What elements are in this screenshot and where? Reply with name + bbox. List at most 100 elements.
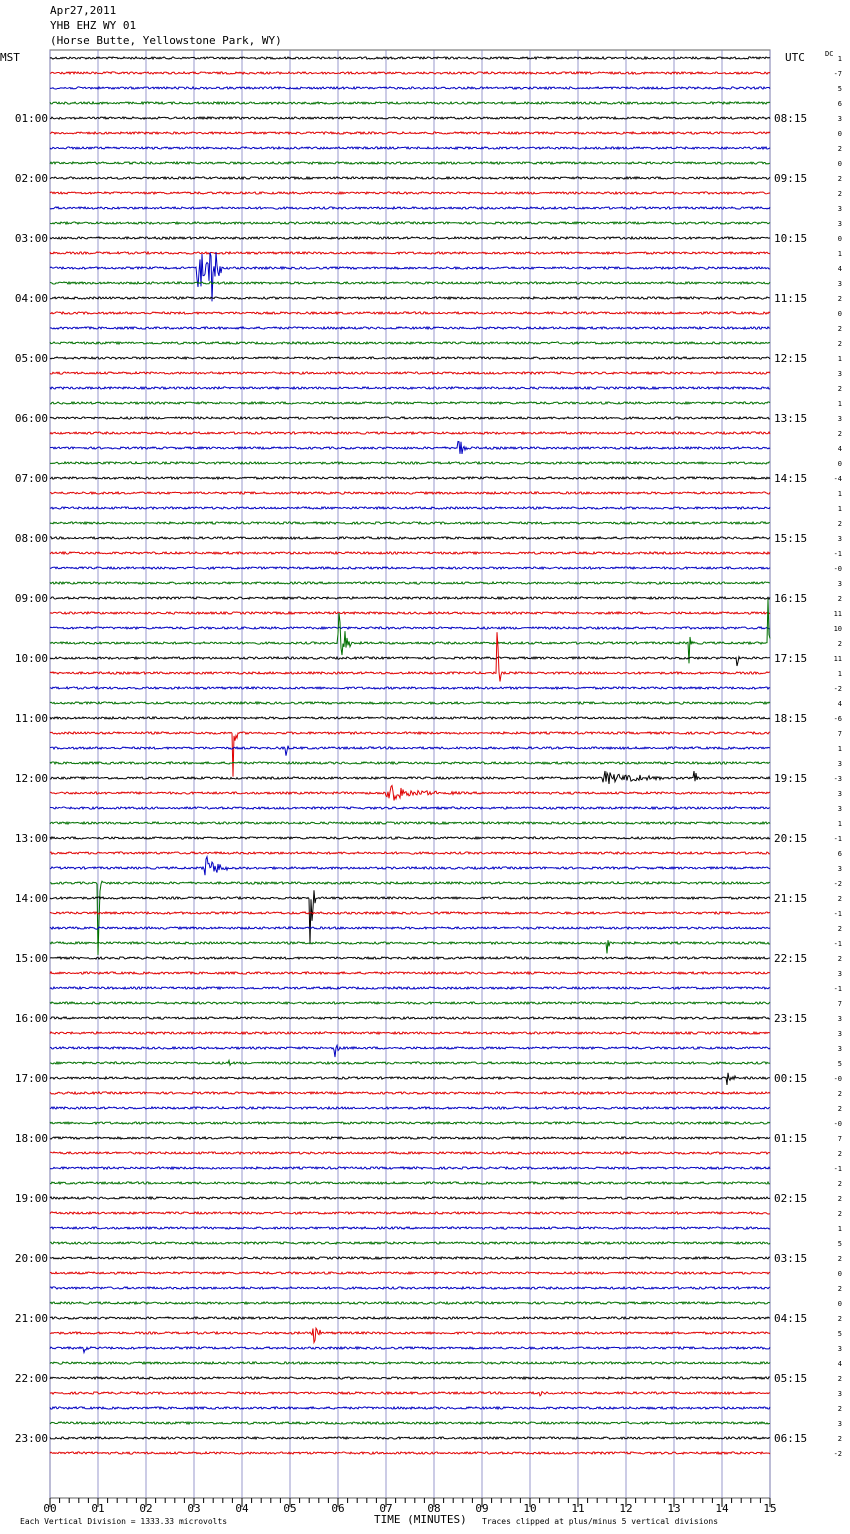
seismic-trace bbox=[49, 820, 771, 826]
x-tick-label: 03 bbox=[187, 1502, 200, 1515]
mst-hour-label: 22:00 bbox=[15, 1372, 48, 1385]
dc-offset-label: 4 bbox=[838, 700, 842, 708]
dc-offset-label: 0 bbox=[838, 1270, 842, 1278]
dc-offset-label: -2 bbox=[834, 685, 842, 693]
x-tick-label: 06 bbox=[331, 1502, 344, 1515]
dc-offset-label: 1 bbox=[838, 1225, 842, 1233]
dc-offset-label: 0 bbox=[838, 1300, 842, 1308]
seismic-trace bbox=[49, 370, 771, 376]
seismic-trace bbox=[50, 1240, 771, 1246]
dc-offset-label: 2 bbox=[838, 1180, 842, 1188]
mst-hour-label: 01:00 bbox=[15, 112, 48, 125]
dc-offset-label: 3 bbox=[838, 280, 842, 288]
dc-offset-label: 4 bbox=[838, 445, 842, 453]
dc-offset-label: -4 bbox=[834, 475, 842, 483]
seismic-trace bbox=[49, 340, 771, 346]
x-tick-label: 14 bbox=[715, 1502, 729, 1515]
seismic-trace bbox=[49, 940, 771, 954]
seismic-trace bbox=[49, 252, 771, 302]
seismic-trace bbox=[49, 475, 771, 481]
dc-offset-label: -1 bbox=[834, 1165, 842, 1173]
seismic-trace bbox=[49, 1120, 771, 1126]
seismic-trace bbox=[49, 1180, 771, 1186]
dc-offset-label: 2 bbox=[838, 1315, 842, 1323]
seismic-trace bbox=[49, 1030, 770, 1036]
dc-offset-label: 1 bbox=[838, 250, 842, 258]
dc-offset-label: 7 bbox=[838, 1135, 842, 1143]
x-tick-label: 04 bbox=[235, 1502, 249, 1515]
seismic-trace bbox=[49, 1326, 771, 1345]
seismic-trace bbox=[49, 440, 771, 454]
seismic-trace bbox=[49, 610, 771, 616]
axis-labels: 00 01 02 03 04 05 06 07 08 09 10 11 12 13 14 151-756301… bbox=[15, 55, 842, 1515]
dc-offset-label: 1 bbox=[838, 820, 842, 828]
dc-offset-label: 2 bbox=[838, 175, 842, 183]
dc-offset-label: -2 bbox=[834, 880, 842, 888]
dc-offset-label: -0 bbox=[834, 1075, 842, 1083]
dc-offset-label: 2 bbox=[838, 1285, 842, 1293]
seismic-trace bbox=[49, 632, 770, 682]
dc-offset-label: -1 bbox=[834, 910, 842, 918]
mst-hour-label: 15:00 bbox=[15, 952, 48, 965]
dc-offset-label: 2 bbox=[838, 295, 842, 303]
seismic-trace bbox=[50, 535, 771, 541]
dc-offset-label: 1 bbox=[838, 670, 842, 678]
dc-offset-label: 0 bbox=[838, 130, 842, 138]
seismic-trace bbox=[49, 415, 771, 421]
dc-offset-label: 6 bbox=[838, 100, 842, 108]
utc-hour-label: 02:15 bbox=[774, 1192, 807, 1205]
dc-offset-label: 3 bbox=[838, 1030, 842, 1038]
mst-hour-label: 11:00 bbox=[15, 712, 48, 725]
dc-offset-label: -7 bbox=[834, 70, 842, 78]
mst-hour-label: 05:00 bbox=[15, 352, 48, 365]
seismic-trace bbox=[49, 760, 771, 766]
seismic-trace bbox=[49, 1285, 771, 1291]
dc-offset-label: 2 bbox=[838, 1435, 842, 1443]
seismic-trace bbox=[49, 190, 771, 196]
dc-offset-label: -3 bbox=[834, 775, 842, 783]
seismic-trace bbox=[49, 325, 771, 331]
seismic-trace bbox=[49, 1435, 771, 1441]
seismic-trace bbox=[49, 850, 771, 856]
mst-hour-label: 17:00 bbox=[15, 1072, 48, 1085]
mst-hour-label: 21:00 bbox=[15, 1312, 48, 1325]
seismic-trace bbox=[49, 745, 771, 756]
x-tick-label: 01 bbox=[91, 1502, 104, 1515]
seismic-trace bbox=[49, 835, 771, 841]
dc-offset-label: 5 bbox=[838, 85, 842, 93]
dc-offset-label: 2 bbox=[838, 1210, 842, 1218]
seismic-trace bbox=[49, 1105, 770, 1111]
seismic-trace bbox=[49, 784, 771, 801]
dc-offset-label: -1 bbox=[834, 835, 842, 843]
x-tick-label: 15 bbox=[763, 1502, 776, 1515]
seismic-trace bbox=[50, 565, 771, 571]
seismic-trace bbox=[49, 1375, 771, 1381]
x-tick-label: 11 bbox=[571, 1502, 584, 1515]
dc-offset-label: -1 bbox=[834, 940, 842, 948]
utc-hour-label: 05:15 bbox=[774, 1372, 807, 1385]
mst-axis-label: MST bbox=[0, 51, 20, 64]
mst-hour-label: 08:00 bbox=[15, 532, 48, 545]
seismic-trace bbox=[49, 520, 770, 526]
seismic-trace bbox=[49, 854, 771, 876]
dc-offset-label: 0 bbox=[838, 460, 842, 468]
mst-hour-label: 12:00 bbox=[15, 772, 48, 785]
seismic-trace bbox=[49, 880, 771, 956]
mst-hour-label: 13:00 bbox=[15, 832, 48, 845]
x-tick-label: 12 bbox=[619, 1502, 632, 1515]
seismic-trace bbox=[49, 925, 771, 931]
dc-offset-label: 3 bbox=[838, 1015, 842, 1023]
seismic-trace bbox=[49, 85, 771, 91]
seismic-trace bbox=[49, 1165, 771, 1171]
dc-offset-label: 3 bbox=[838, 1345, 842, 1353]
dc-offset-label: 3 bbox=[838, 1420, 842, 1428]
x-tick-label: 00 bbox=[43, 1502, 56, 1515]
dc-offset-label: 3 bbox=[838, 790, 842, 798]
dc-offset-label: 7 bbox=[838, 1000, 842, 1008]
mst-hour-label: 14:00 bbox=[15, 892, 48, 905]
dc-offset-label: 7 bbox=[838, 730, 842, 738]
seismic-trace bbox=[49, 625, 771, 631]
dc-offset-label: 2 bbox=[838, 385, 842, 393]
footer-scale: Each Vertical Division = 1333.33 microvo… bbox=[20, 1517, 227, 1526]
dc-offset-label: 3 bbox=[838, 1045, 842, 1053]
